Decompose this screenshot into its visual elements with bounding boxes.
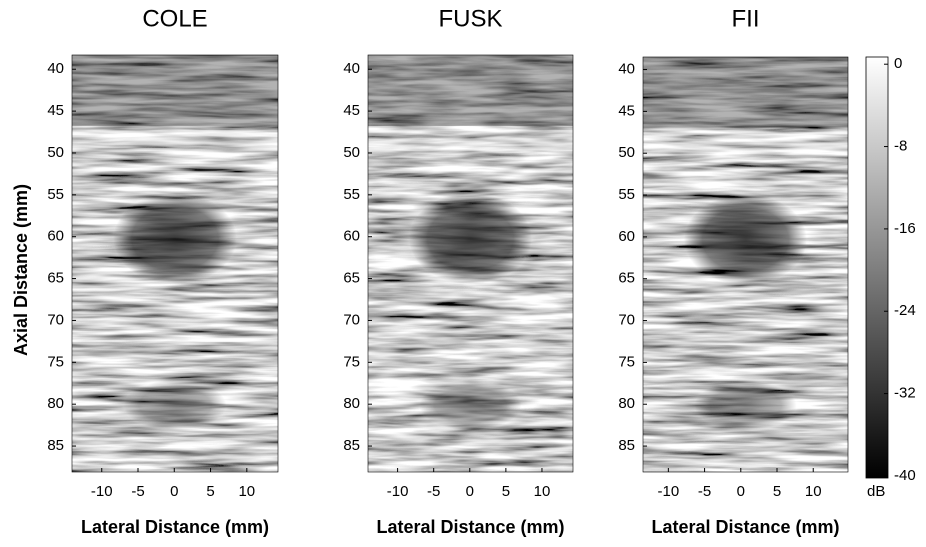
frame <box>367 54 574 473</box>
x-tick-label: -5 <box>698 483 711 500</box>
y-tick-label: 50 <box>343 144 360 161</box>
y-tick-label: 40 <box>47 60 64 77</box>
y-tick-label: 40 <box>618 61 635 78</box>
colorbar-label: dB <box>867 483 885 500</box>
cyst <box>684 193 807 286</box>
bright-band <box>368 130 573 151</box>
x-tick-label: 0 <box>737 483 745 500</box>
y-tick-label: 70 <box>47 311 64 328</box>
chart-title: FUSK <box>438 5 502 32</box>
colorbar-tick-label: -24 <box>894 302 916 319</box>
bright-band <box>643 131 848 153</box>
x-tick-label: 10 <box>534 483 551 500</box>
x-tick-label: 10 <box>238 483 255 500</box>
y-tick-label: 85 <box>343 437 360 454</box>
x-tick-label: 10 <box>805 483 822 500</box>
y-tick-label: 65 <box>47 270 64 287</box>
x-tick-label: -5 <box>427 483 440 500</box>
dark-top <box>72 55 278 126</box>
y-tick-label: 65 <box>343 270 360 287</box>
y-axis-label: Axial Distance (mm) <box>11 184 31 356</box>
y-tick-label: 75 <box>618 353 635 370</box>
y-tick-label: 70 <box>618 312 635 329</box>
x-axis-label: Lateral Distance (mm) <box>651 517 839 537</box>
frame <box>642 56 849 473</box>
colorbar <box>865 56 889 479</box>
x-tick-label: -10 <box>387 483 409 500</box>
x-tick-label: -5 <box>131 483 144 500</box>
y-tick-label: 85 <box>618 437 635 454</box>
colorbar-tick-label: -16 <box>894 220 916 237</box>
x-tick-label: 5 <box>773 483 781 500</box>
y-tick-label: 50 <box>47 144 64 161</box>
chart-title: COLE <box>142 5 207 32</box>
y-tick-label: 80 <box>343 395 360 412</box>
y-tick-label: 85 <box>47 437 64 454</box>
y-tick-label: 80 <box>618 395 635 412</box>
colorbar-tick-label: -8 <box>894 138 907 155</box>
frame <box>71 54 279 473</box>
x-tick-label: 0 <box>466 483 474 500</box>
y-tick-label: 55 <box>47 186 64 203</box>
dark-top <box>368 55 573 126</box>
dark-top <box>643 57 848 128</box>
y-tick-label: 65 <box>618 270 635 287</box>
bright-band <box>72 130 278 151</box>
colorbar-tick-label: 0 <box>894 55 902 72</box>
y-tick-label: 40 <box>343 60 360 77</box>
x-tick-label: 5 <box>206 483 214 500</box>
cyst <box>419 380 522 431</box>
x-tick-label: 0 <box>170 483 178 500</box>
y-tick-label: 70 <box>343 311 360 328</box>
x-tick-label: -10 <box>91 483 113 500</box>
y-tick-label: 45 <box>343 102 360 119</box>
x-axis-label: Lateral Distance (mm) <box>376 517 564 537</box>
x-tick-label: -10 <box>658 483 680 500</box>
colorbar-tick-label: -40 <box>894 467 916 484</box>
y-tick-label: 55 <box>343 186 360 203</box>
y-tick-label: 50 <box>618 144 635 161</box>
cyst <box>694 380 797 431</box>
cyst <box>409 192 532 285</box>
y-tick-label: 60 <box>618 228 635 245</box>
y-tick-label: 80 <box>47 395 64 412</box>
y-tick-label: 55 <box>618 186 635 203</box>
cyst <box>123 380 227 431</box>
cyst <box>113 192 237 285</box>
y-tick-label: 75 <box>47 353 64 370</box>
y-tick-label: 60 <box>343 228 360 245</box>
x-tick-label: 5 <box>502 483 510 500</box>
y-tick-label: 45 <box>47 102 64 119</box>
y-tick-label: 45 <box>618 102 635 119</box>
y-tick-label: 75 <box>343 353 360 370</box>
colorbar-tick-label: -32 <box>894 385 916 402</box>
y-tick-label: 60 <box>47 228 64 245</box>
chart-title: FII <box>732 5 760 32</box>
x-axis-label: Lateral Distance (mm) <box>81 517 269 537</box>
